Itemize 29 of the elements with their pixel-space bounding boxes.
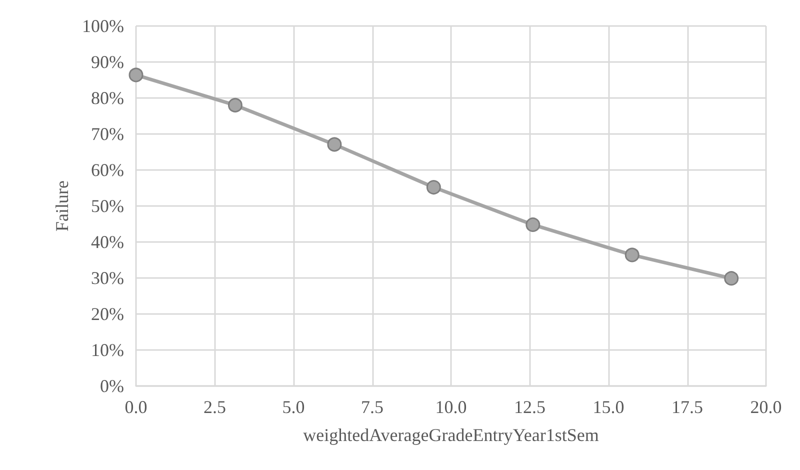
x-tick-label: 5.0: [282, 397, 305, 417]
y-tick-label: 70%: [91, 124, 124, 144]
y-tick-label: 60%: [91, 160, 124, 180]
x-tick-label: 2.5: [204, 397, 226, 417]
x-tick-label: 12.5: [514, 397, 546, 417]
point: [624, 248, 640, 262]
y-tick-label: 80%: [91, 88, 124, 108]
y-tick-label: 0%: [100, 376, 124, 396]
x-tick-label: 7.5: [361, 397, 384, 417]
y-tick-label: 20%: [91, 304, 124, 324]
x-tick-label: 17.5: [672, 397, 703, 417]
x-tick-label: 15.0: [592, 397, 624, 417]
y-tick-label: 10%: [91, 340, 124, 360]
point: [128, 68, 144, 82]
y-tick-label: 30%: [91, 268, 124, 288]
y-tick-label: 100%: [82, 16, 124, 36]
y-tick-label: 50%: [91, 196, 124, 216]
y-tick-label: 90%: [91, 52, 124, 72]
x-tick-label: 20.0: [750, 397, 782, 417]
point: [526, 217, 540, 232]
x-axis-title: weightedAverageGradeEntryYear1stSem: [303, 425, 599, 445]
point: [724, 271, 739, 286]
point: [228, 98, 242, 112]
x-tick-label: 10.0: [435, 397, 467, 417]
point: [426, 180, 441, 195]
y-tick-label: 40%: [91, 232, 124, 252]
point: [327, 137, 342, 152]
x-tick-label: 0.0: [124, 397, 148, 417]
y-axis-title: Failure: [52, 180, 72, 232]
